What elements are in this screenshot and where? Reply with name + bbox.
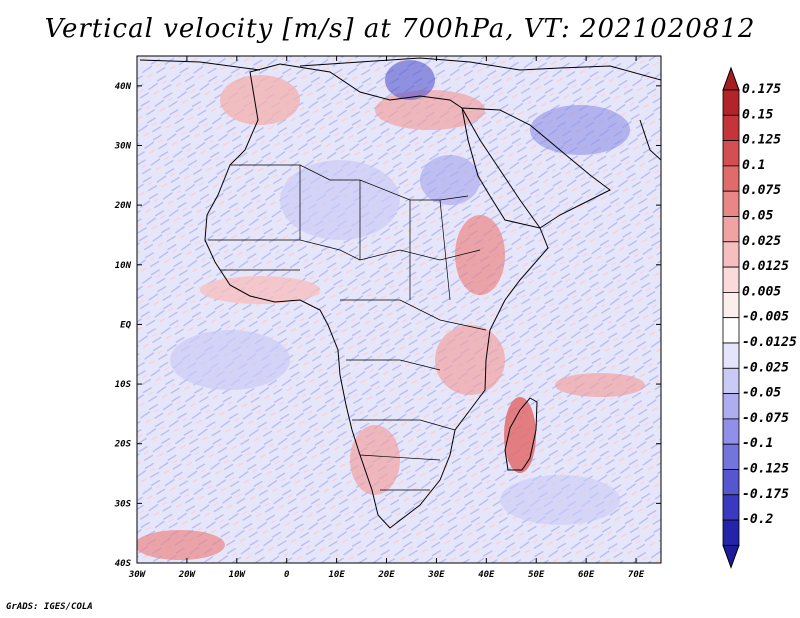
colorbar-bottom-arrow bbox=[722, 544, 740, 569]
colorbar-swatch bbox=[722, 291, 740, 319]
africa-outline bbox=[204, 63, 549, 529]
chart-title: Vertical velocity [m/s] at 700hPa, VT: 2… bbox=[44, 14, 756, 44]
velocity-field bbox=[137, 56, 661, 563]
colorbar-label: 0.05 bbox=[742, 209, 773, 224]
plot-frame bbox=[136, 55, 662, 564]
y-tick-label: 10N bbox=[115, 261, 132, 271]
colorbar-swatch bbox=[722, 114, 740, 142]
y-tick-label: 20N bbox=[114, 201, 132, 211]
y-tick-label: 30N bbox=[114, 141, 132, 151]
india-outline bbox=[639, 119, 661, 161]
colorbar-swatch bbox=[722, 367, 740, 394]
colorbar-swatch bbox=[722, 342, 740, 369]
x-tick-label: 20W bbox=[178, 570, 197, 580]
x-tick-label: 30W bbox=[128, 570, 147, 580]
x-tick-label: 0 bbox=[284, 570, 290, 580]
coastlines bbox=[139, 57, 661, 529]
madagascar-outline bbox=[504, 397, 538, 471]
x-tick-label: 10W bbox=[229, 570, 247, 580]
colorbar-label: 0.025 bbox=[742, 234, 781, 249]
colorbar-top-arrow bbox=[722, 66, 740, 91]
footer-credit: GrADS: IGES/COLA bbox=[6, 602, 93, 612]
colorbar-swatch bbox=[722, 89, 740, 116]
colorbar-label: 0.125 bbox=[742, 133, 781, 148]
country-borders bbox=[208, 164, 487, 491]
colorbar-swatch bbox=[722, 190, 740, 217]
y-tick-label: 20S bbox=[114, 440, 132, 450]
colorbar-label: -0.05 bbox=[742, 386, 781, 401]
x-tick-label: 30E bbox=[427, 570, 445, 580]
colorbar-label: -0.2 bbox=[742, 512, 773, 527]
colorbar-label: -0.1 bbox=[742, 436, 773, 451]
colorbar-swatch bbox=[722, 317, 740, 344]
europe-outline bbox=[139, 57, 661, 81]
colorbar-swatch bbox=[722, 241, 740, 268]
colorbar-label: 0.1 bbox=[742, 158, 765, 173]
colorbar-label: 0.175 bbox=[742, 82, 781, 97]
colorbar-swatch bbox=[722, 140, 740, 167]
x-tick-label: 10E bbox=[328, 570, 345, 580]
colorbar-swatch bbox=[722, 469, 740, 496]
x-tick-label: 20E bbox=[377, 570, 395, 580]
y-tick-label: 30S bbox=[114, 499, 132, 509]
colorbar-swatch bbox=[722, 393, 740, 420]
colorbar-label: -0.175 bbox=[742, 487, 789, 502]
x-tick-label: 60E bbox=[578, 570, 595, 580]
colorbar-swatch bbox=[722, 443, 740, 470]
arabia-outline bbox=[461, 107, 611, 229]
colorbar-swatch bbox=[722, 494, 740, 521]
colorbar-label: -0.075 bbox=[742, 411, 789, 426]
y-tick-label: 40S bbox=[115, 559, 132, 569]
colorbar-label: 0.15 bbox=[742, 107, 773, 122]
y-tick-label: EQ bbox=[120, 320, 131, 330]
colorbar-label: 0.0125 bbox=[742, 259, 789, 274]
colorbar-label: 0.075 bbox=[742, 183, 781, 198]
axis-ticks: 30W 20W 10W 0 10E 20E 30E 40E 50E 60E 70E 40N 30N 20N… bbox=[114, 56, 661, 580]
colorbar: 0.175 0.15 0.125 0.1 0.075 0.05 0.025 0.0125 0.0… bbox=[722, 66, 797, 569]
colorbar-swatch bbox=[722, 266, 740, 293]
colorbar-swatch bbox=[722, 165, 740, 192]
x-tick-label: 50E bbox=[528, 570, 545, 580]
colorbar-label: -0.0125 bbox=[742, 335, 797, 350]
colorbar-swatch bbox=[722, 418, 740, 445]
x-tick-label: 40E bbox=[478, 570, 495, 580]
colorbar-swatch bbox=[722, 519, 740, 546]
y-tick-label: 10S bbox=[115, 380, 132, 390]
colorbar-label: -0.025 bbox=[742, 360, 789, 375]
colorbar-label: 0.005 bbox=[742, 284, 781, 299]
colorbar-label: -0.125 bbox=[742, 462, 789, 477]
y-tick-label: 40N bbox=[115, 82, 132, 92]
colorbar-label: -0.005 bbox=[742, 310, 789, 325]
colorbar-swatch bbox=[722, 216, 740, 243]
x-tick-label: 70E bbox=[628, 570, 645, 580]
